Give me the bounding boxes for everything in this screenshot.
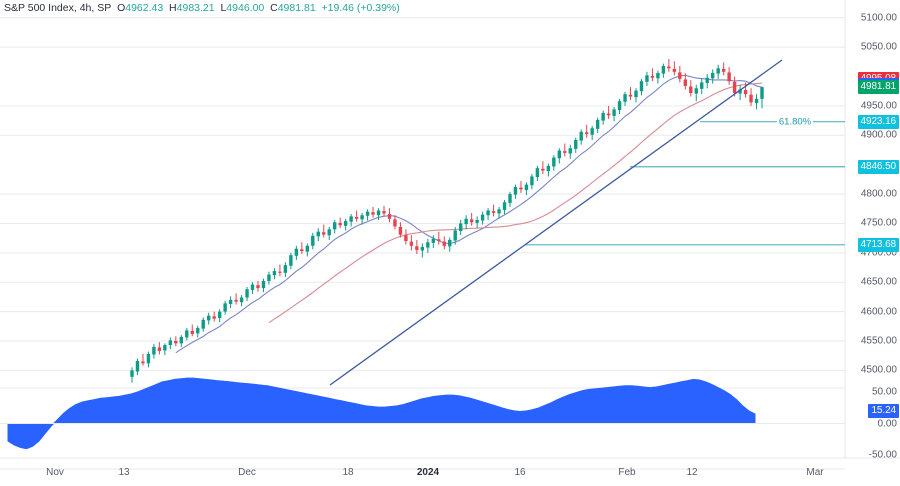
low-label: L [220,2,227,14]
moving-average-lines [175,74,763,354]
price-tick: 4700.00 [860,247,897,259]
high-label: H [169,2,177,14]
price-tick: 4500.00 [860,364,897,376]
price-tick: 4600.00 [860,306,897,318]
low-value: 4946.00 [226,2,265,14]
oscillator-tick: 0.00 [877,418,897,429]
time-tick: Nov [46,467,64,478]
price-tick: 5100.00 [860,12,897,24]
price-badge-cyan[interactable]: 4713.68 [857,237,899,252]
time-tick: 12 [686,467,698,478]
time-tick: 16 [514,467,526,478]
price-tick: 4900.00 [860,129,897,141]
price-tick: 4750.00 [860,217,897,229]
candlestick-series [130,58,764,383]
close-value: 4981.81 [277,2,316,14]
open-value: 4962.43 [125,2,164,14]
price-badge-cyan[interactable]: 4846.50 [857,159,899,174]
change-value: +19.46 (+0.39%) [321,2,400,14]
chart-legend: S&P 500 Index, 4h, SP O4962.43 H4983.21 … [4,2,400,15]
time-tick: 18 [342,467,354,478]
oscillator-badge[interactable]: 15.24 [868,403,899,418]
price-badge-cyan[interactable]: 4923.16 [857,114,899,129]
gridlines [0,0,900,470]
time-tick: 13 [118,467,130,478]
symbol-label[interactable]: S&P 500 Index, 4h, SP [4,2,112,14]
price-tick: 4950.00 [860,100,897,112]
fib-618-label: 61.80% [776,116,814,128]
high-value: 4983.21 [176,2,215,14]
oscillator-tick: 50.00 [871,386,897,398]
price-tick: 4800.00 [860,188,897,200]
open-label: O [117,2,126,14]
time-scale[interactable]: Nov 13 Dec 18 2024 16 Feb 12 Mar [0,458,845,486]
price-tick: 4650.00 [860,276,897,288]
oscillator-tick: -50.00 [868,449,897,461]
trendline[interactable] [329,59,783,386]
price-scale[interactable]: 5100.00 5050.00 4950.00 4900.00 4800.00 4750.… [845,0,900,486]
time-tick: Dec [238,467,256,478]
price-badge-green[interactable]: 4981.81 [857,80,899,95]
time-tick: Mar [806,467,824,478]
time-tick: 2024 [416,467,440,478]
price-tick: 5050.00 [860,41,897,53]
price-tick: 4550.00 [860,335,897,347]
close-label: C [270,2,278,14]
oscillator-pane [0,377,845,450]
time-tick: Feb [618,467,636,478]
price-level-lines[interactable] [525,121,845,246]
